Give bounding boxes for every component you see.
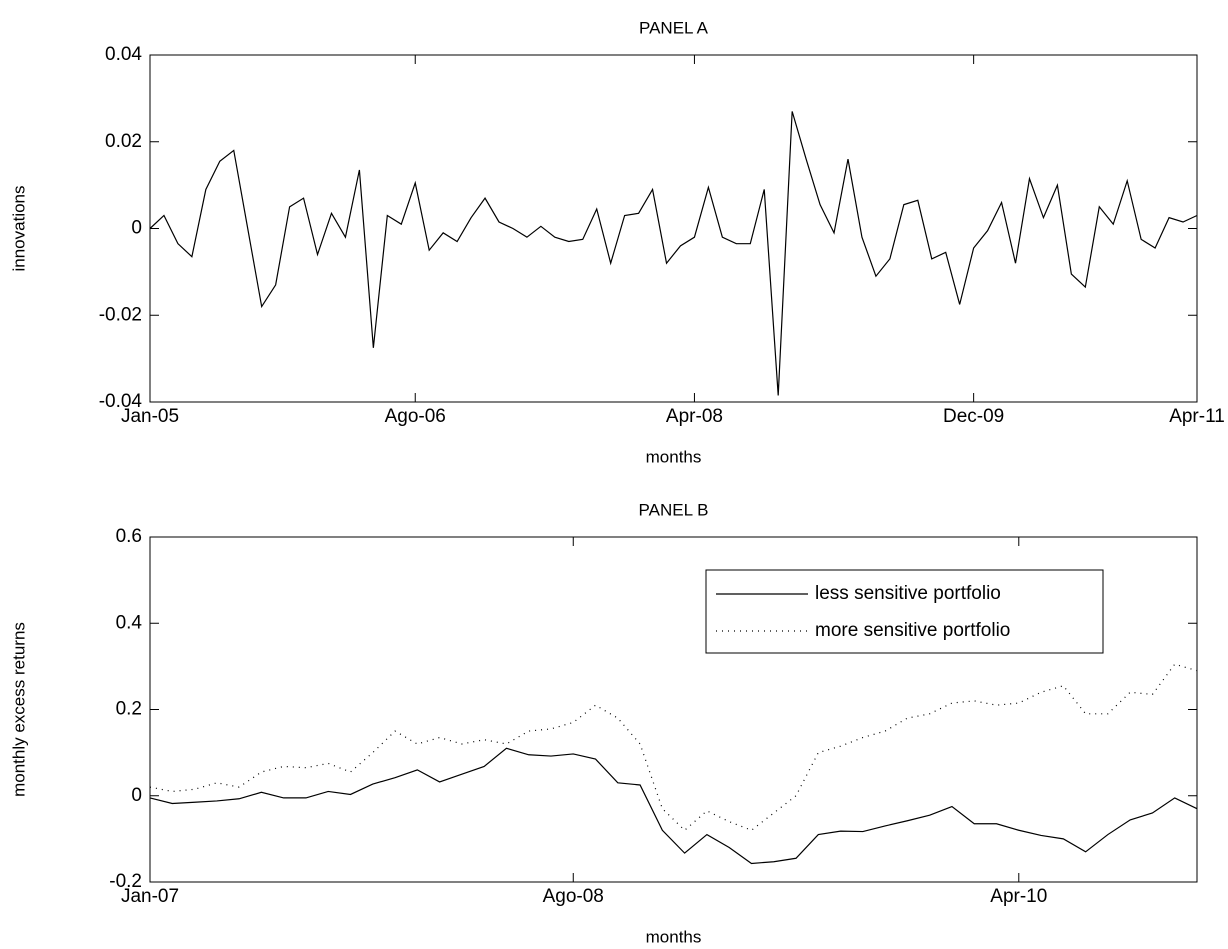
legend-box	[705, 569, 1104, 654]
plot-frame	[149, 536, 1198, 883]
data-line	[149, 111, 1198, 396]
plot-frame	[149, 54, 1198, 403]
y-axis-label: innovations	[9, 185, 28, 271]
y-tick-label: 0.4	[116, 612, 143, 633]
y-tick-label: 0.6	[116, 526, 142, 547]
x-tick-label: Ago-06	[385, 406, 446, 427]
legend-label: more sensitive portfolio	[815, 620, 1010, 641]
x-tick-label: Apr-10	[990, 886, 1047, 907]
y-tick-label: -0.02	[99, 304, 142, 325]
x-axis-label: months	[646, 447, 702, 466]
y-tick-label: -0.2	[109, 871, 142, 892]
y-tick-label: 0.2	[116, 699, 142, 720]
x-tick-label: Jan-07	[121, 886, 179, 907]
x-axis-label: months	[646, 927, 702, 946]
y-tick-label: 0.02	[105, 131, 142, 152]
x-tick-label: Dec-09	[943, 406, 1004, 427]
y-tick-label: -0.04	[99, 391, 143, 412]
panel-title: PANEL B	[639, 500, 709, 519]
y-axis-label: monthly excess returns	[9, 622, 28, 797]
legend-label: less sensitive portfolio	[815, 583, 1001, 604]
y-tick-label: 0.04	[105, 44, 142, 65]
y-tick-label: 0	[131, 785, 142, 806]
data-line	[149, 663, 1198, 832]
data-line	[149, 747, 1198, 865]
x-tick-label: Apr-11	[1169, 406, 1225, 427]
panel-title: PANEL A	[639, 18, 709, 37]
x-tick-label: Apr-08	[666, 406, 723, 427]
y-tick-label: 0	[131, 218, 142, 239]
x-tick-label: Ago-08	[543, 886, 604, 907]
x-tick-label: Jan-05	[121, 406, 179, 427]
